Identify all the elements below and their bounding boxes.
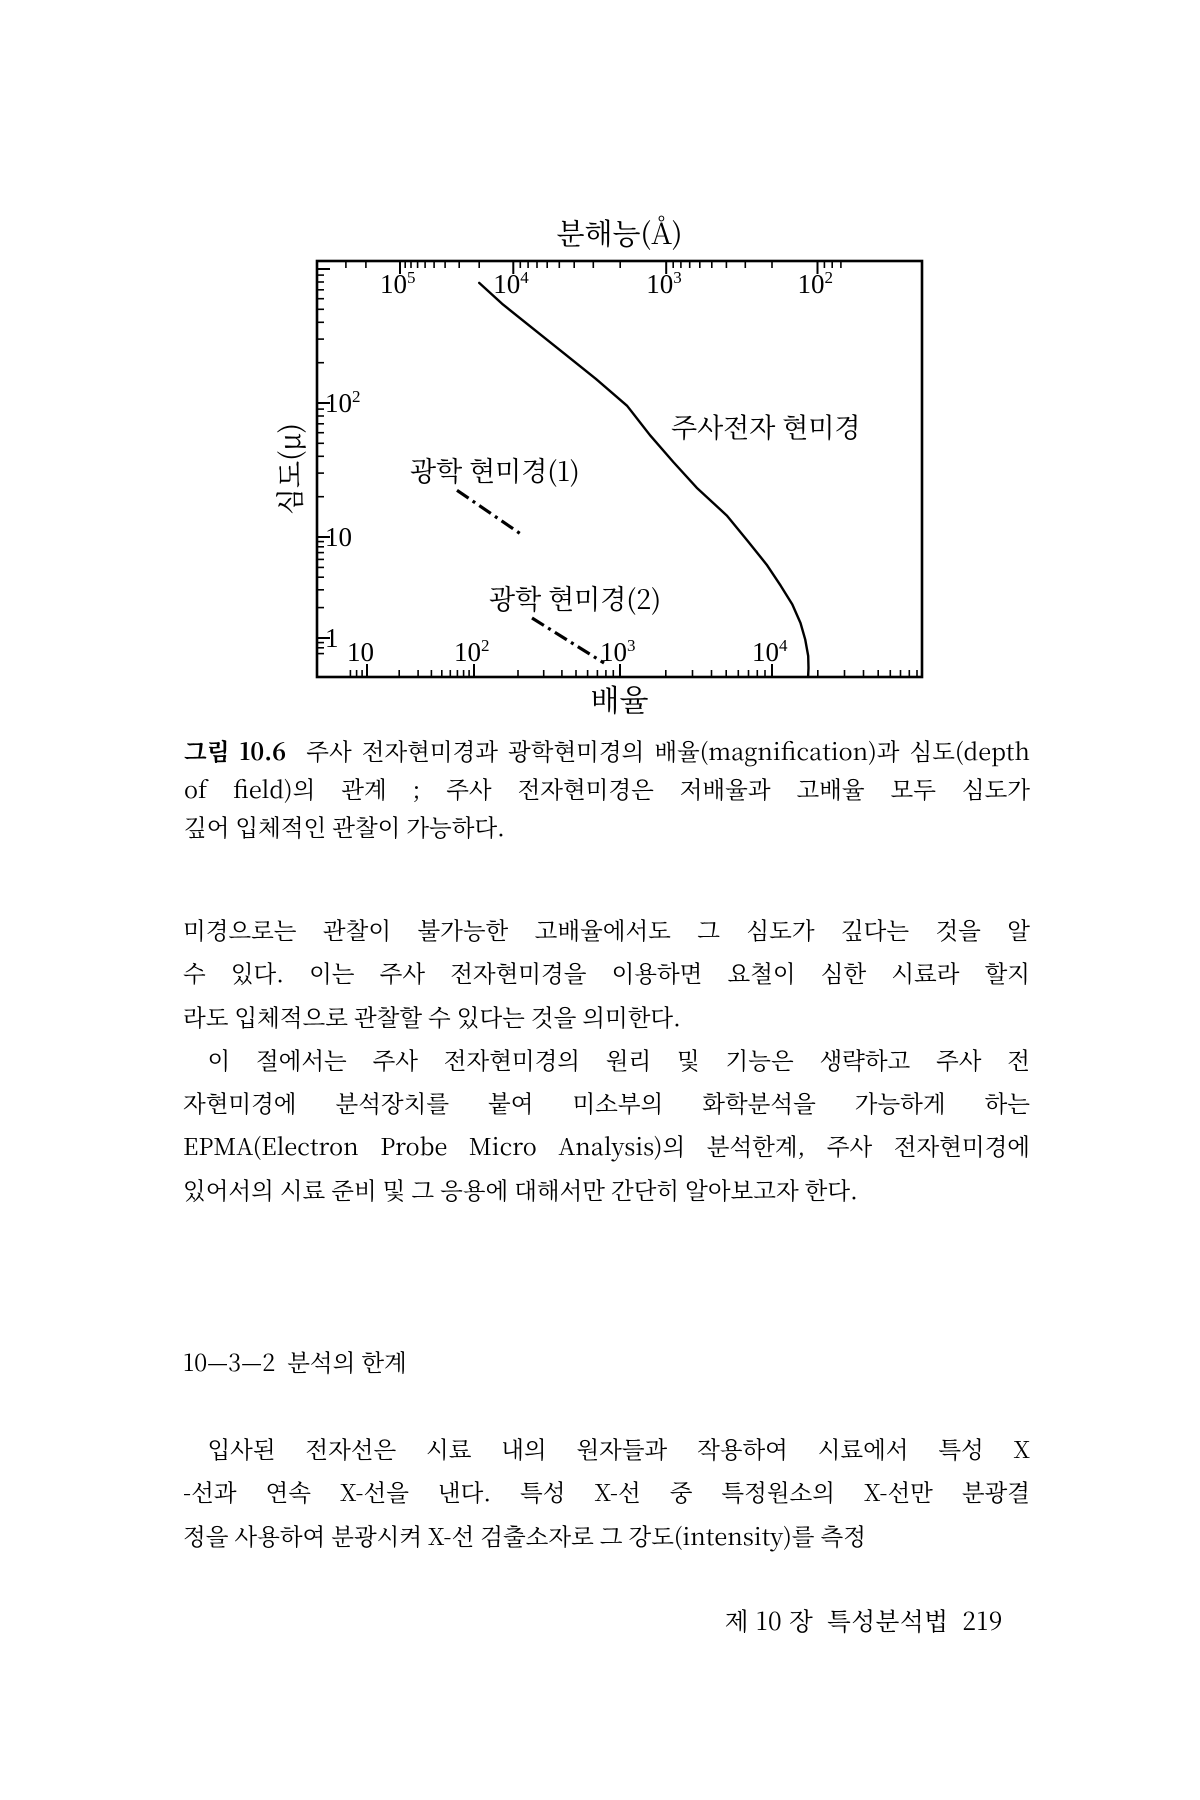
- svg-text:102: 102: [454, 636, 490, 667]
- svg-text:105: 105: [380, 268, 416, 299]
- svg-text:10: 10: [347, 637, 374, 667]
- svg-text:1: 1: [325, 623, 339, 653]
- svg-text:102: 102: [798, 268, 834, 299]
- svg-text:광학 현미경(1): 광학 현미경(1): [410, 450, 580, 489]
- svg-text:104: 104: [752, 636, 788, 667]
- svg-text:주사전자 현미경: 주사전자 현미경: [671, 407, 861, 446]
- svg-text:104: 104: [493, 268, 529, 299]
- svg-text:103: 103: [600, 636, 636, 667]
- svg-text:102: 102: [325, 387, 361, 418]
- svg-text:심도(μ): 심도(μ): [269, 423, 309, 515]
- svg-text:배율: 배율: [591, 676, 649, 720]
- svg-text:10: 10: [325, 522, 352, 552]
- svg-text:103: 103: [646, 268, 682, 299]
- svg-text:광학 현미경(2): 광학 현미경(2): [489, 578, 661, 617]
- svg-text:분해능(Å): 분해능(Å): [557, 212, 683, 253]
